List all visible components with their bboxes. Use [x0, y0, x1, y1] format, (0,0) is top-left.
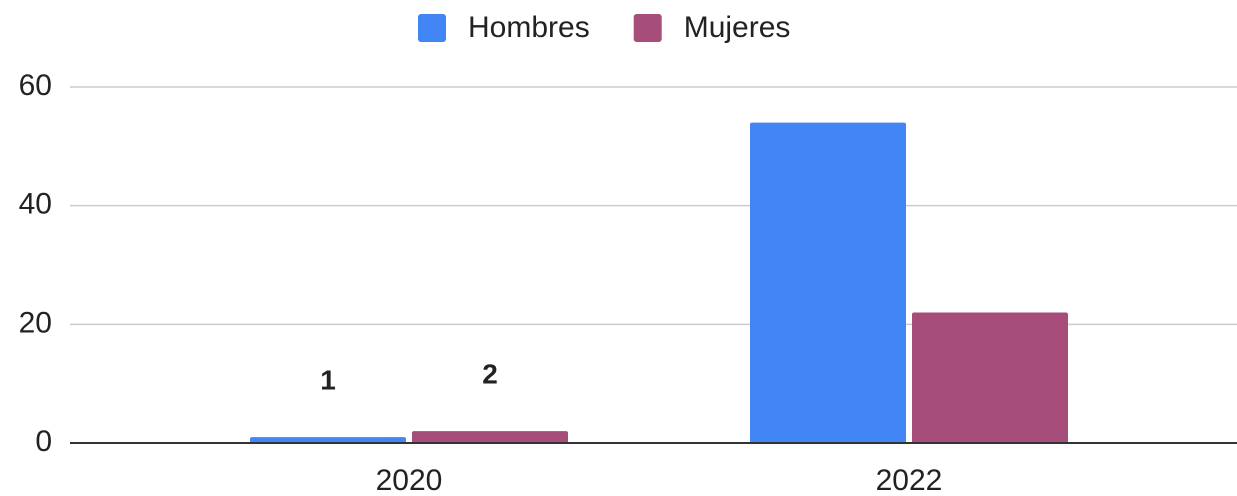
y-tick-label: 0: [35, 425, 52, 458]
legend-label: Mujeres: [684, 11, 791, 44]
y-tick-label: 40: [19, 188, 52, 221]
legend-label: Hombres: [468, 11, 590, 44]
legend-swatch: [633, 14, 662, 42]
bar: [750, 122, 906, 443]
data-label: 2: [482, 359, 498, 390]
y-tick-label: 60: [19, 69, 52, 102]
bar: [412, 431, 568, 443]
y-tick-label: 20: [19, 306, 52, 339]
bar: [250, 437, 406, 443]
x-tick-label: 2020: [376, 464, 443, 496]
legend-swatch: [418, 14, 446, 42]
x-tick-label: 2022: [876, 464, 943, 496]
bar: [912, 312, 1068, 443]
data-label: 1: [320, 364, 336, 395]
